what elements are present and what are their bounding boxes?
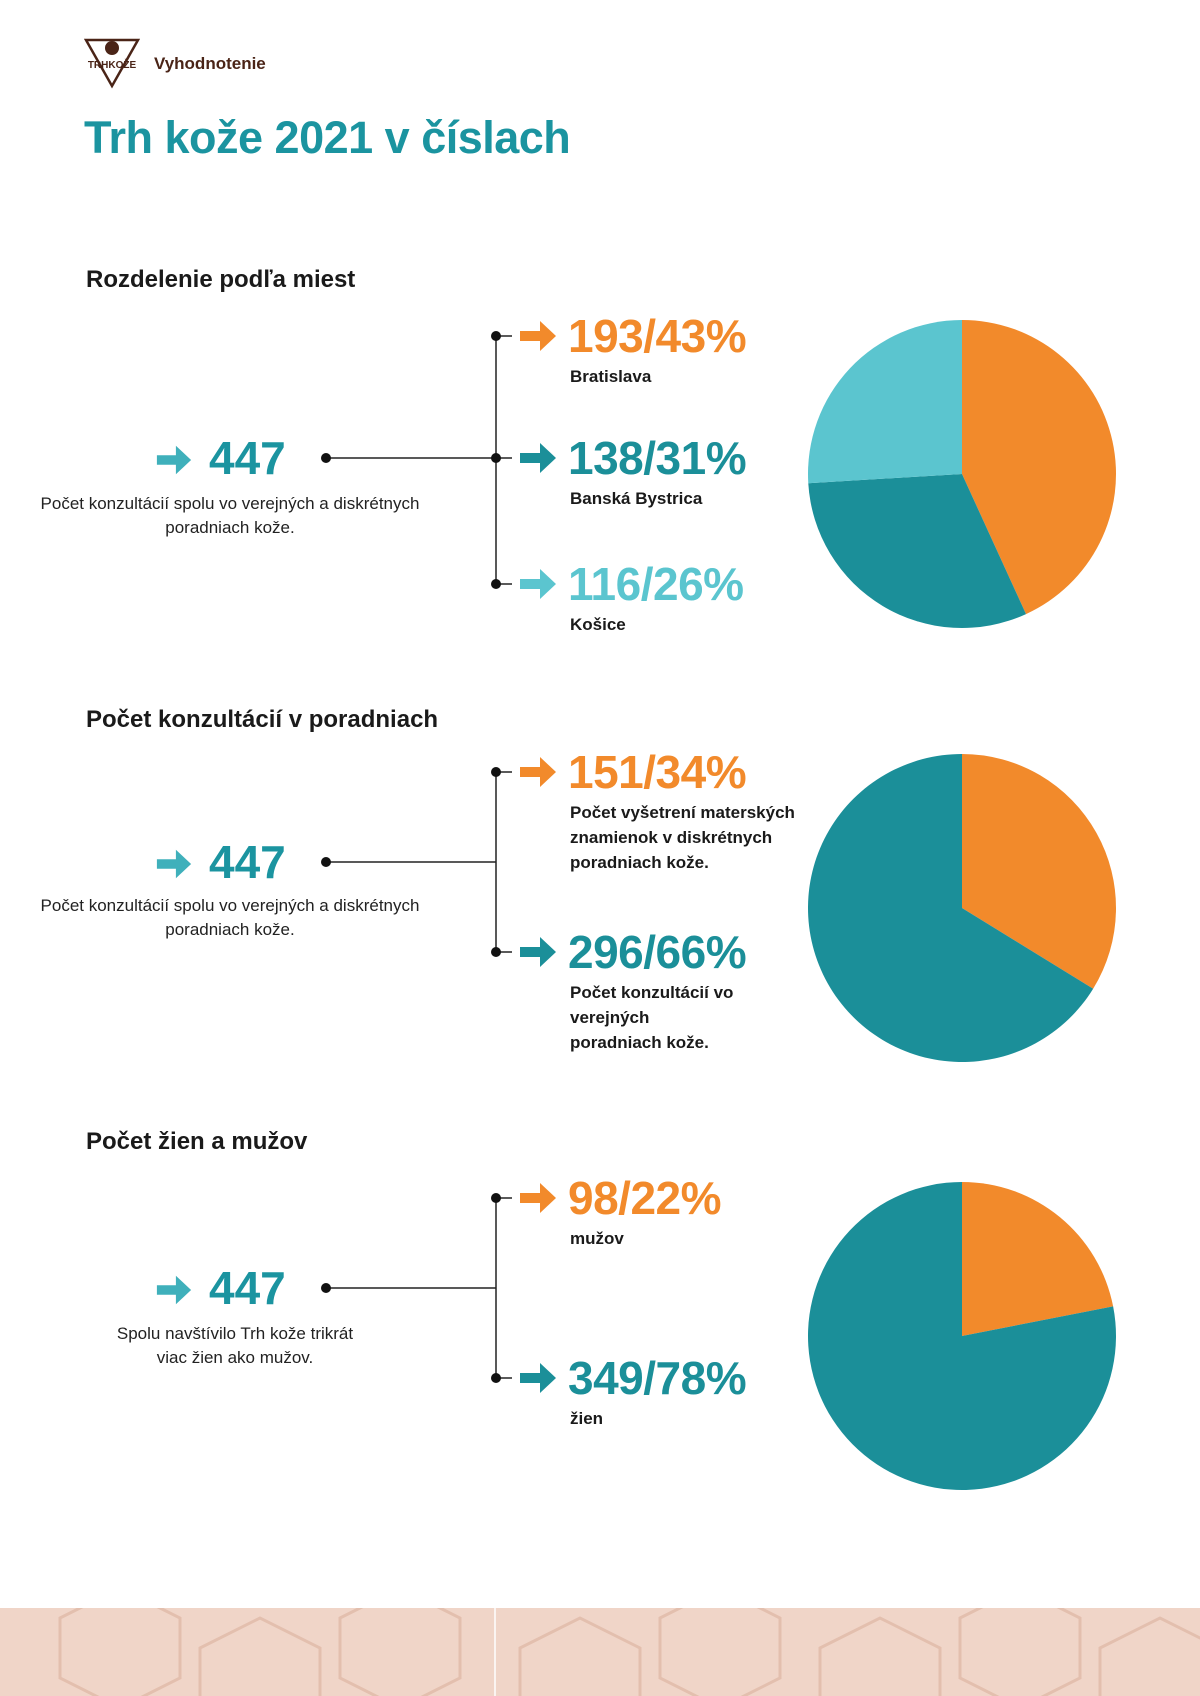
- arrow-right-icon: [520, 1363, 556, 1393]
- connector-lines: [321, 767, 512, 957]
- header-label: Vyhodnotenie: [154, 54, 266, 73]
- item-label: Banská Bystrica: [570, 489, 703, 508]
- item-label: mužov: [570, 1229, 624, 1248]
- arrow-right-icon: [520, 937, 556, 967]
- arrow-right-icon: [156, 445, 192, 475]
- total-description: Počet konzultácií spolu vo verejných a d…: [40, 896, 420, 939]
- arrow-right-icon: [520, 1183, 556, 1213]
- arrow-right-icon: [520, 321, 556, 351]
- item-value: 116/26%: [568, 558, 744, 610]
- pie-slice-0: [962, 1182, 1114, 1336]
- arrow-right-icon: [156, 849, 192, 879]
- item-value: 296/66%: [568, 926, 747, 978]
- arrow-right-icon: [520, 569, 556, 599]
- item-value: 349/78%: [568, 1352, 747, 1404]
- section-by-counseling: Počet konzultácií v poradniach 447 Počet…: [0, 706, 1200, 1086]
- pie-slice-1: [808, 474, 1027, 628]
- item-label: Košice: [570, 615, 626, 634]
- pie-chart-counseling: [807, 754, 1116, 1062]
- pie-slice-1: [808, 1182, 1116, 1490]
- item-value: 98/22%: [568, 1172, 722, 1224]
- pie-chart-cities: [808, 320, 1116, 628]
- total-value: 447: [209, 432, 286, 484]
- connector-lines: [321, 1193, 512, 1383]
- hexagon-pattern-footer: [0, 1608, 1200, 1696]
- pie-slice-0: [962, 320, 1116, 615]
- trh-koze-logo: TRHKOŽE: [84, 38, 140, 89]
- pie-slice-0: [962, 754, 1116, 989]
- item-value: 193/43%: [568, 310, 747, 362]
- pie-chart-gender: [808, 1182, 1116, 1490]
- total-description: Spolu navštívilo Trh kože trikrát viac ž…: [116, 1324, 354, 1367]
- total-value: 447: [209, 836, 286, 888]
- arrow-right-icon: [520, 757, 556, 787]
- item-value: 138/31%: [568, 432, 747, 484]
- section-by-city: Rozdelenie podľa miest 447 Počet konzult…: [0, 266, 1200, 646]
- logo-text: TRHKOŽE: [88, 58, 137, 71]
- pie-slice-2: [808, 320, 962, 484]
- total-description: Počet konzultácií spolu vo verejných a d…: [40, 494, 420, 537]
- item-label: Počet konzultácií vo verejných poradniac…: [570, 983, 734, 1052]
- section-heading: Počet žien a mužov: [86, 1128, 308, 1155]
- total-value: 447: [209, 1262, 286, 1314]
- item-label: Počet vyšetrení materských znamienok v d…: [570, 803, 795, 872]
- arrow-right-icon: [156, 1275, 192, 1305]
- item-value: 151/34%: [568, 746, 747, 798]
- item-label: Bratislava: [570, 367, 652, 386]
- section-by-gender: Počet žien a mužov 447 Spolu navštívilo …: [0, 1128, 1200, 1508]
- page-title: Trh kože 2021 v číslach: [84, 112, 571, 163]
- item-label: žien: [570, 1409, 604, 1428]
- pie-slice-1: [807, 754, 1094, 1062]
- connector-lines: [321, 331, 512, 589]
- arrow-right-icon: [520, 443, 556, 473]
- section-heading: Počet konzultácií v poradniach: [86, 706, 439, 733]
- section-heading: Rozdelenie podľa miest: [86, 266, 356, 293]
